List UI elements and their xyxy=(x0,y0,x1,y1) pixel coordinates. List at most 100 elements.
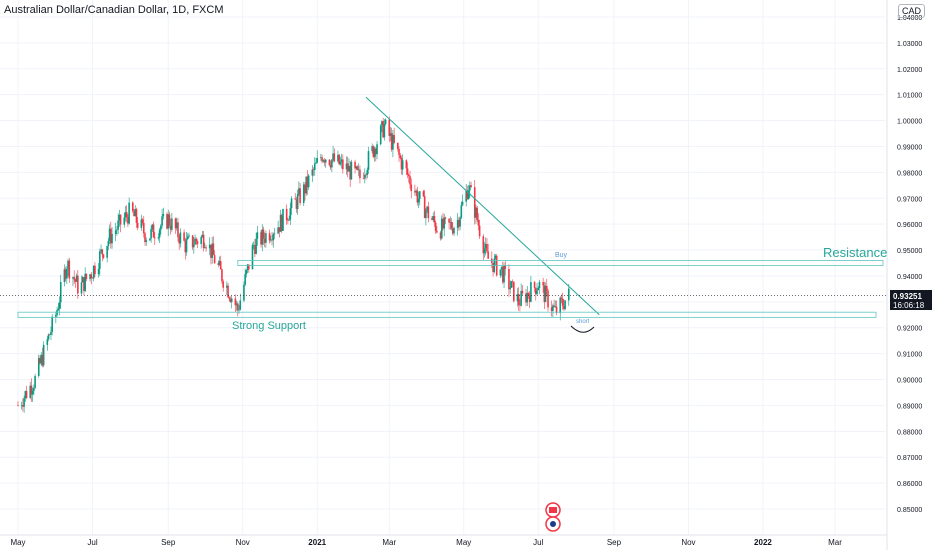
candle-body xyxy=(499,269,502,276)
candle-body xyxy=(364,174,366,179)
candle-body xyxy=(106,245,108,258)
candle-body xyxy=(68,260,71,279)
candle-body xyxy=(311,169,314,176)
candle-body xyxy=(238,309,240,311)
y-tick-label: 0.86000 xyxy=(897,481,922,488)
candle-body xyxy=(195,238,198,242)
candle-body xyxy=(269,239,272,241)
candle-body xyxy=(234,298,237,306)
zone-rect xyxy=(17,311,877,318)
x-tick-label: Nov xyxy=(681,538,695,547)
candle-body xyxy=(527,292,530,296)
short-arrow-icon xyxy=(570,325,595,333)
y-tick-label: 0.94000 xyxy=(897,274,922,281)
y-axis: 0.85000 0.86000 0.87000 0.88000 0.89000 0.900… xyxy=(886,0,922,550)
candle-body xyxy=(152,224,155,238)
candle-body xyxy=(169,225,172,230)
candle-body xyxy=(426,206,428,211)
candle-body xyxy=(460,205,463,218)
candle-body xyxy=(111,234,113,244)
candle-body xyxy=(226,285,228,288)
candle-body xyxy=(243,284,245,301)
candle-body xyxy=(406,168,409,175)
x-tick-label: Sep xyxy=(161,538,176,547)
candle-body xyxy=(511,281,514,282)
y-tick-label: 1.01000 xyxy=(897,93,922,100)
candle-body xyxy=(538,282,541,288)
candle-body xyxy=(288,219,290,221)
candle-body xyxy=(273,233,276,235)
candle-body xyxy=(140,219,143,228)
x-axis: May Jul Sep Nov 2021 Mar May Jul Sep Nov 2022 Mar xyxy=(0,534,887,547)
candle-body xyxy=(272,234,275,241)
candle-body xyxy=(74,279,77,282)
candle-body xyxy=(508,268,510,290)
candle-body xyxy=(384,119,387,125)
candle-body xyxy=(94,265,96,275)
candle-body xyxy=(365,174,367,176)
candle-body xyxy=(459,217,461,227)
candle-body xyxy=(123,217,126,225)
candle-body xyxy=(376,144,378,155)
candle-body xyxy=(473,187,476,218)
y-tick-label: 0.89000 xyxy=(897,403,922,410)
candle-body xyxy=(388,119,391,136)
candle-body xyxy=(528,295,531,302)
candle-body xyxy=(254,244,256,254)
candle-body xyxy=(537,287,540,291)
candle-body xyxy=(124,212,127,218)
candle-body xyxy=(366,169,369,175)
candle-body xyxy=(47,334,50,340)
zone-rect xyxy=(237,260,884,266)
candle-body xyxy=(503,265,505,283)
candle-body xyxy=(382,121,384,138)
candle-body xyxy=(567,288,570,301)
candle-body xyxy=(450,222,453,229)
candle-body xyxy=(422,191,425,197)
candle-body xyxy=(210,244,212,258)
x-tick-label: 2022 xyxy=(754,538,772,547)
candle-body xyxy=(202,234,205,248)
candle-body xyxy=(547,290,549,308)
candle-body xyxy=(239,300,242,310)
candle-body xyxy=(251,245,254,270)
candle-body xyxy=(183,232,185,241)
candle-body xyxy=(92,265,95,279)
candle-body xyxy=(33,387,35,392)
candle-body xyxy=(432,216,435,220)
candle-body xyxy=(30,385,33,395)
candle-body xyxy=(315,162,317,164)
candle-body xyxy=(483,248,486,254)
candle-body xyxy=(332,153,334,160)
flag-canada-icon[interactable] xyxy=(545,502,561,518)
candle-body xyxy=(362,178,365,179)
price-label: 0.93251 16:06:18 xyxy=(890,290,932,310)
candle-body xyxy=(131,202,134,212)
flag-australia-icon[interactable] xyxy=(545,516,561,532)
candle-body xyxy=(58,302,61,309)
candle-body xyxy=(530,282,532,302)
y-tick-label: 0.88000 xyxy=(897,429,922,436)
y-tick-label: 0.98000 xyxy=(897,170,922,177)
y-tick-label: 1.00000 xyxy=(897,119,922,126)
candle-body xyxy=(313,163,316,170)
candle-body xyxy=(162,214,165,217)
candle-body xyxy=(200,237,202,244)
candle-body xyxy=(324,159,327,163)
candle-body xyxy=(222,281,224,288)
candle-body xyxy=(337,154,339,162)
candle-body xyxy=(75,275,78,282)
countdown: 16:06:18 xyxy=(893,301,925,310)
currency-badge[interactable]: CAD xyxy=(898,4,926,18)
candle-body xyxy=(25,391,28,398)
candle-body xyxy=(208,244,211,249)
candle-body xyxy=(467,190,470,199)
candle-body xyxy=(271,239,273,241)
candle-body xyxy=(321,157,323,162)
candle-body xyxy=(399,155,402,158)
candle-body xyxy=(37,358,40,376)
candle-body xyxy=(89,274,91,280)
candle-body xyxy=(34,375,36,388)
candle-body xyxy=(107,240,110,246)
